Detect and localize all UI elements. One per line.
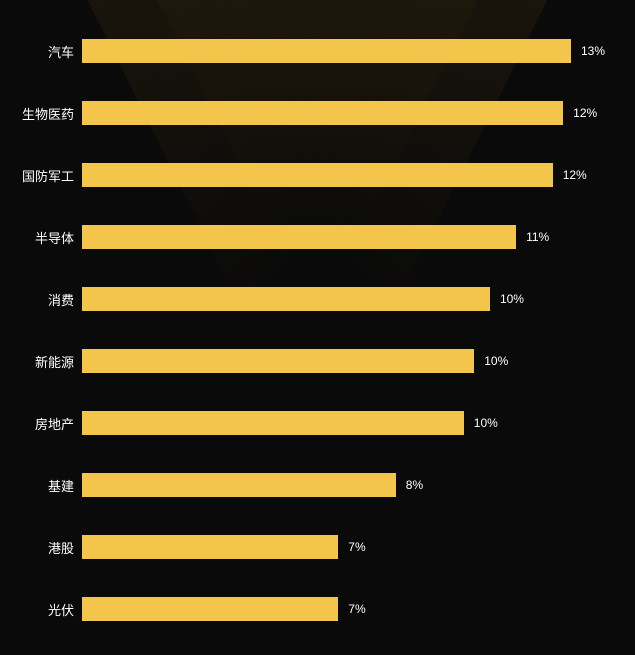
- category-label: 汽车: [20, 42, 82, 61]
- bar: [82, 535, 338, 559]
- bar-row: 光伏 7%: [20, 578, 605, 640]
- bar-track: 10%: [82, 287, 605, 311]
- bar-track: 12%: [82, 101, 605, 125]
- category-label: 房地产: [20, 414, 82, 433]
- bar-row: 港股 7%: [20, 516, 605, 578]
- horizontal-bar-chart: 汽车 13% 生物医药 12% 国防军工 12% 半导体 11% 消费 10%: [0, 0, 635, 655]
- bar-row: 半导体 11%: [20, 206, 605, 268]
- value-label: 7%: [348, 602, 365, 616]
- category-label: 国防军工: [20, 166, 82, 185]
- bar-track: 11%: [82, 225, 605, 249]
- category-label: 光伏: [20, 600, 82, 619]
- bar-row: 新能源 10%: [20, 330, 605, 392]
- category-label: 新能源: [20, 352, 82, 371]
- bar: [82, 411, 464, 435]
- bar: [82, 101, 563, 125]
- bar-row: 汽车 13%: [20, 20, 605, 82]
- bar: [82, 39, 571, 63]
- value-label: 13%: [581, 44, 605, 58]
- bar: [82, 225, 516, 249]
- bar-row: 消费 10%: [20, 268, 605, 330]
- value-label: 12%: [563, 168, 587, 182]
- value-label: 10%: [500, 292, 524, 306]
- bar-row: 基建 8%: [20, 454, 605, 516]
- value-label: 10%: [484, 354, 508, 368]
- bar-row: 房地产 10%: [20, 392, 605, 454]
- category-label: 半导体: [20, 228, 82, 247]
- bar-track: 8%: [82, 473, 605, 497]
- value-label: 8%: [406, 478, 423, 492]
- bar-row: 生物医药 12%: [20, 82, 605, 144]
- bar-track: 10%: [82, 349, 605, 373]
- category-label: 基建: [20, 476, 82, 495]
- value-label: 7%: [348, 540, 365, 554]
- value-label: 12%: [573, 106, 597, 120]
- bar-track: 12%: [82, 163, 605, 187]
- bar: [82, 597, 338, 621]
- category-label: 生物医药: [20, 104, 82, 123]
- bar: [82, 163, 553, 187]
- bar-track: 13%: [82, 39, 605, 63]
- bar-track: 10%: [82, 411, 605, 435]
- bar-track: 7%: [82, 597, 605, 621]
- value-label: 11%: [526, 230, 549, 244]
- bar-row: 国防军工 12%: [20, 144, 605, 206]
- bar: [82, 473, 396, 497]
- bar-track: 7%: [82, 535, 605, 559]
- bar: [82, 349, 474, 373]
- value-label: 10%: [474, 416, 498, 430]
- category-label: 港股: [20, 538, 82, 557]
- bar: [82, 287, 490, 311]
- category-label: 消费: [20, 290, 82, 309]
